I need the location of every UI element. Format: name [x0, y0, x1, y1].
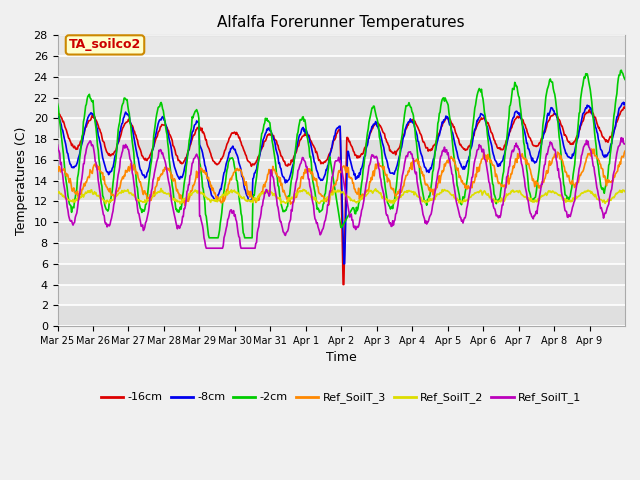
- Text: TA_soilco2: TA_soilco2: [69, 38, 141, 51]
- Bar: [58, 97, 625, 119]
- Bar: [58, 264, 625, 285]
- Bar: [58, 180, 625, 202]
- Bar: [58, 222, 625, 243]
- Bar: [58, 56, 625, 77]
- Legend: -16cm, -8cm, -2cm, Ref_SoilT_3, Ref_SoilT_2, Ref_SoilT_1: -16cm, -8cm, -2cm, Ref_SoilT_3, Ref_Soil…: [97, 388, 586, 408]
- X-axis label: Time: Time: [326, 351, 356, 364]
- Y-axis label: Temperatures (C): Temperatures (C): [15, 127, 28, 235]
- Bar: [58, 305, 625, 326]
- Title: Alfalfa Forerunner Temperatures: Alfalfa Forerunner Temperatures: [218, 15, 465, 30]
- Bar: [58, 139, 625, 160]
